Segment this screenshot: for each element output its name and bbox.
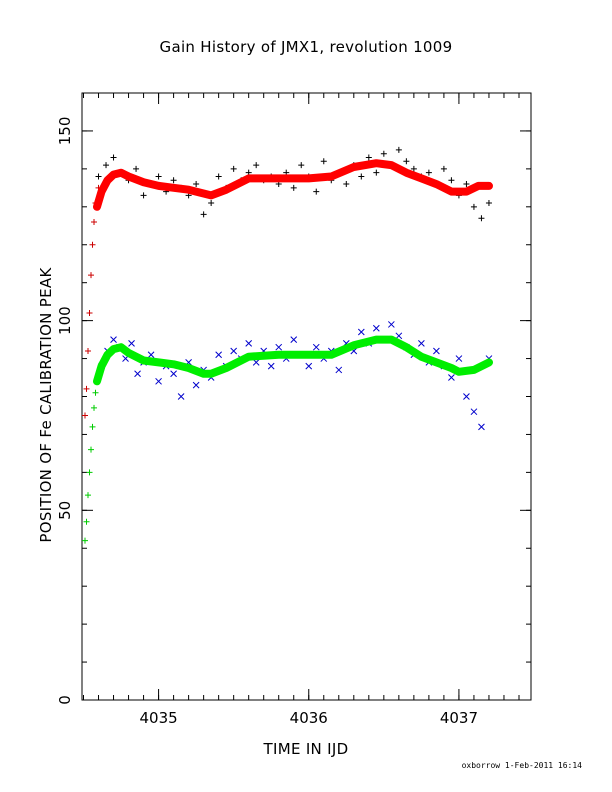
data-point <box>365 154 372 161</box>
data-point <box>395 146 402 153</box>
data-point <box>92 389 99 396</box>
y-tick-label: 50 <box>56 501 74 520</box>
data-point <box>85 347 92 354</box>
data-point <box>305 362 313 370</box>
data-point <box>230 165 237 172</box>
data-point <box>134 370 141 378</box>
data-point <box>230 347 238 355</box>
data-point <box>91 404 98 411</box>
data-point <box>395 332 403 340</box>
data-point <box>387 321 395 328</box>
y-tick-label: 150 <box>56 117 74 146</box>
data-point <box>95 173 102 180</box>
data-point <box>147 351 155 359</box>
data-point <box>448 177 455 184</box>
data-point <box>380 150 387 157</box>
data-point <box>133 165 140 172</box>
x-tick-label: 4037 <box>440 709 478 727</box>
x-axis-label: TIME IN IJD <box>263 740 349 758</box>
data-point <box>320 158 327 165</box>
data-point <box>373 169 380 176</box>
data-point <box>290 336 298 343</box>
data-point <box>88 272 95 279</box>
data-point <box>372 324 380 332</box>
data-point <box>193 181 200 188</box>
data-point <box>89 423 96 430</box>
data-point <box>155 377 162 385</box>
data-point <box>358 173 365 180</box>
data-point <box>357 328 365 336</box>
data-point <box>267 362 275 370</box>
x-tick-label: 4036 <box>290 709 328 727</box>
data-point <box>215 173 222 180</box>
data-point <box>470 408 478 416</box>
data-point <box>82 412 89 419</box>
data-point <box>89 241 96 248</box>
data-point <box>83 385 90 392</box>
data-point <box>110 154 117 161</box>
data-point <box>140 192 147 199</box>
data-point <box>170 370 177 378</box>
data-point <box>170 177 177 184</box>
data-point <box>91 218 98 225</box>
data-point <box>478 215 485 222</box>
y-axis-label: POSITION OF Fe CALIBRATION PEAK <box>37 267 55 543</box>
data-point <box>312 343 320 351</box>
data-point <box>245 340 253 347</box>
data-point <box>83 518 90 525</box>
data-point <box>410 165 417 172</box>
data-point <box>335 366 343 374</box>
data-point <box>192 381 200 389</box>
data-point <box>463 393 470 400</box>
data-point <box>208 200 215 207</box>
data-point <box>290 184 297 191</box>
chart-title: Gain History of JMX1, revolution 1009 <box>159 38 453 56</box>
fit-curve-5 <box>93 335 493 386</box>
data-point <box>128 340 135 347</box>
data-point <box>313 188 320 195</box>
data-point <box>215 351 223 359</box>
data-point <box>200 211 207 218</box>
data-point <box>86 469 93 476</box>
data-point <box>478 423 485 431</box>
x-tick-label: 4035 <box>139 709 177 727</box>
data-point <box>155 173 162 180</box>
data-point <box>425 169 432 176</box>
fit-curve-4 <box>93 159 493 211</box>
data-point <box>403 158 410 165</box>
data-point <box>440 165 447 172</box>
data-point <box>253 162 260 169</box>
data-point <box>275 343 283 351</box>
data-point <box>85 492 92 499</box>
data-point <box>82 537 89 544</box>
data-point <box>343 181 350 188</box>
data-point <box>88 446 95 453</box>
footer-timestamp: oxborrow 1-Feb-2011 16:14 <box>461 761 582 770</box>
data-point <box>86 310 93 317</box>
data-point <box>418 340 425 347</box>
data-point <box>455 355 463 362</box>
data-point <box>177 393 185 400</box>
data-point <box>448 374 455 381</box>
data-point <box>485 200 492 207</box>
data-point <box>463 181 470 188</box>
data-point <box>433 347 440 355</box>
y-tick-label: 100 <box>56 306 74 335</box>
data-point <box>470 203 477 210</box>
y-tick-label: 0 <box>56 695 74 705</box>
data-point <box>110 336 117 343</box>
data-point <box>103 162 110 169</box>
data-point <box>298 162 305 169</box>
